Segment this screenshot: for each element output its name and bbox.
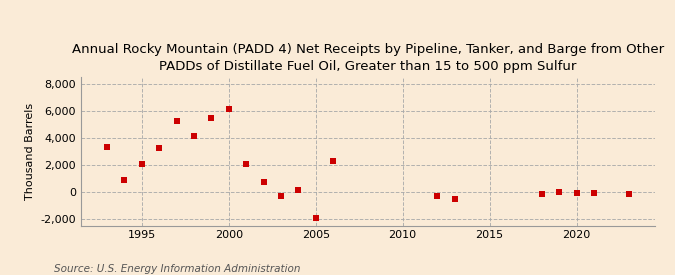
Point	[537, 192, 547, 196]
Point	[223, 106, 234, 111]
Point	[327, 159, 338, 164]
Point	[258, 180, 269, 185]
Text: Source: U.S. Energy Information Administration: Source: U.S. Energy Information Administ…	[54, 264, 300, 274]
Y-axis label: Thousand Barrels: Thousand Barrels	[25, 103, 35, 200]
Point	[275, 194, 286, 199]
Point	[119, 178, 130, 183]
Point	[293, 188, 304, 192]
Point	[241, 162, 252, 166]
Title: Annual Rocky Mountain (PADD 4) Net Receipts by Pipeline, Tanker, and Barge from : Annual Rocky Mountain (PADD 4) Net Recei…	[72, 43, 664, 73]
Point	[171, 119, 182, 123]
Point	[310, 216, 321, 220]
Point	[571, 191, 582, 195]
Point	[432, 194, 443, 198]
Point	[589, 191, 599, 195]
Point	[623, 192, 634, 196]
Point	[102, 145, 113, 149]
Point	[136, 162, 147, 166]
Point	[450, 196, 460, 201]
Point	[206, 116, 217, 120]
Point	[154, 146, 165, 150]
Point	[188, 134, 199, 139]
Point	[554, 190, 564, 195]
